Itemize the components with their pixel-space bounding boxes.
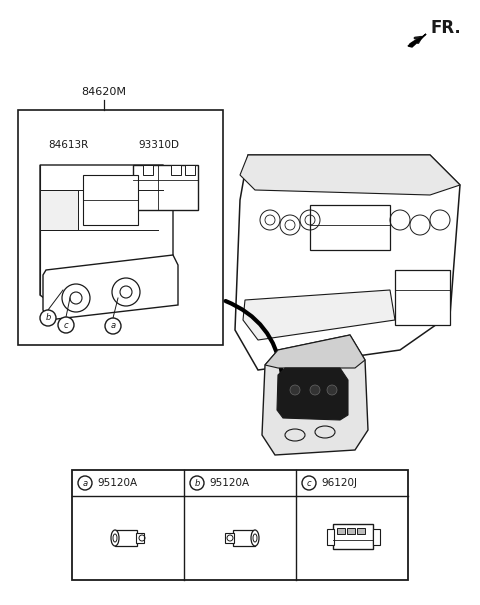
Text: 84620M: 84620M [82, 87, 127, 97]
Bar [233, 530, 255, 546]
Circle shape [78, 476, 92, 490]
Bar [72, 470, 408, 580]
Bar [83, 175, 138, 225]
Text: 96120J: 96120J [321, 478, 357, 488]
Ellipse shape [251, 530, 259, 546]
Polygon shape [43, 255, 178, 320]
Bar [143, 165, 153, 175]
Text: a: a [110, 321, 116, 330]
Text: 95120A: 95120A [209, 478, 249, 488]
Bar [395, 270, 450, 325]
Polygon shape [235, 155, 460, 370]
Circle shape [40, 310, 56, 326]
Text: 84613R: 84613R [48, 140, 88, 150]
Polygon shape [277, 368, 348, 420]
Ellipse shape [111, 530, 119, 546]
Circle shape [105, 318, 121, 334]
Bar [357, 528, 365, 534]
Text: b: b [194, 479, 200, 488]
Bar [18, 110, 223, 345]
Polygon shape [265, 335, 365, 368]
Bar [373, 529, 380, 545]
Polygon shape [40, 165, 173, 305]
Circle shape [58, 317, 74, 333]
Bar [327, 529, 334, 545]
Polygon shape [40, 190, 78, 230]
Circle shape [190, 476, 204, 490]
Bar [333, 524, 373, 549]
Text: 95120A: 95120A [97, 478, 137, 488]
Polygon shape [262, 335, 368, 455]
Text: FR.: FR. [430, 19, 461, 37]
Polygon shape [243, 290, 395, 340]
Polygon shape [240, 155, 460, 195]
Circle shape [290, 385, 300, 395]
Text: c: c [307, 479, 312, 488]
Bar [337, 528, 345, 534]
Circle shape [327, 385, 337, 395]
Bar [136, 533, 144, 543]
Text: 93310D: 93310D [138, 140, 179, 150]
Bar [133, 165, 198, 210]
Circle shape [310, 385, 320, 395]
Text: c: c [64, 321, 68, 330]
Bar [347, 528, 355, 534]
Bar [225, 533, 234, 543]
Bar [185, 165, 195, 175]
Text: a: a [83, 479, 87, 488]
Polygon shape [408, 34, 426, 47]
Bar [171, 165, 181, 175]
Bar [310, 205, 390, 250]
Text: b: b [45, 313, 51, 322]
Circle shape [302, 476, 316, 490]
Bar [115, 530, 137, 546]
